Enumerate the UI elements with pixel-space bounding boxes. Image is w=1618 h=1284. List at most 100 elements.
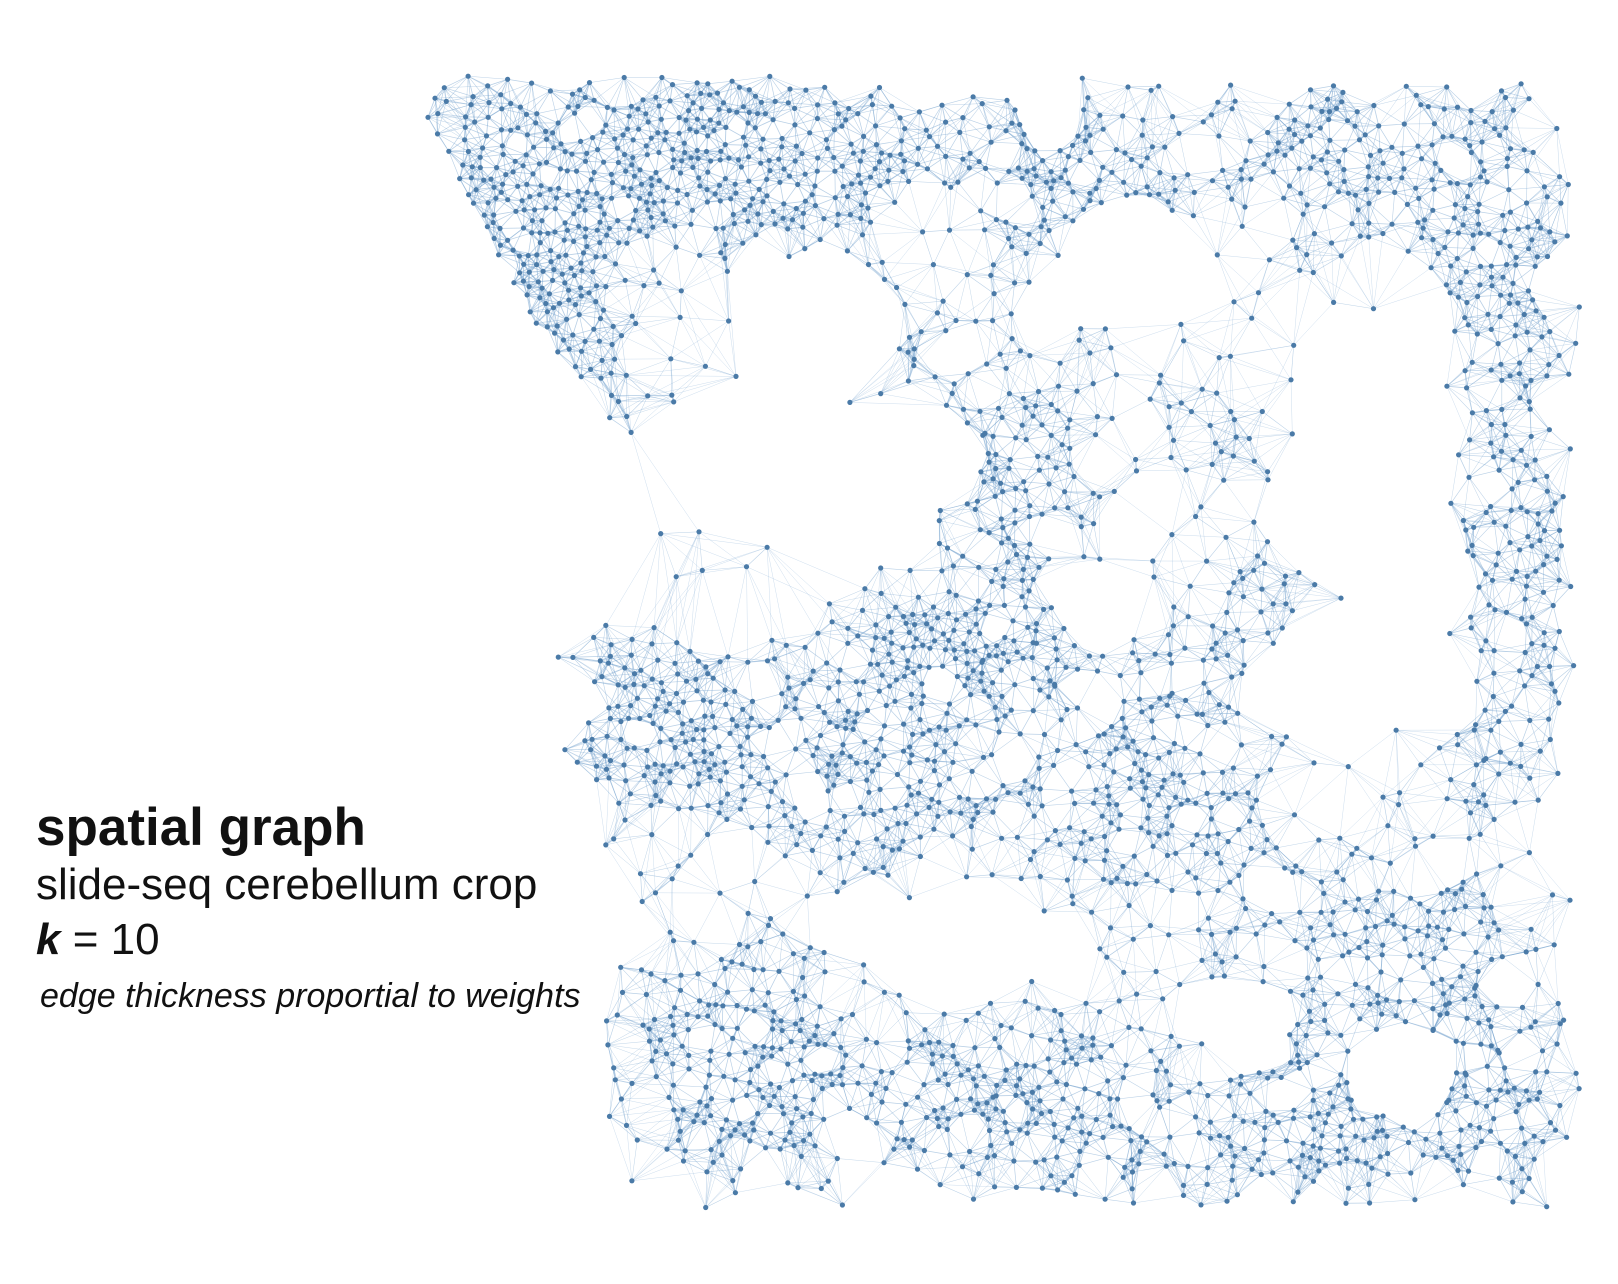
graph-edge	[513, 282, 528, 296]
graph-edge	[437, 121, 475, 135]
graph-edge	[1469, 439, 1502, 452]
graph-edge	[870, 96, 876, 126]
graph-edge	[1250, 132, 1268, 142]
graph-edge	[502, 127, 519, 147]
graph-edge	[679, 290, 682, 318]
graph-edge	[1242, 226, 1293, 241]
graph-edge	[805, 89, 818, 106]
graph-edge	[1417, 198, 1420, 223]
graph-edge	[632, 282, 660, 317]
graph-edge	[595, 286, 607, 302]
graph-edge	[635, 210, 652, 218]
graph-edge	[584, 209, 601, 223]
graph-edge	[564, 267, 572, 284]
graph-edge	[557, 112, 575, 124]
graph-edge	[557, 350, 582, 353]
graph-edge	[437, 133, 469, 152]
graph-edge	[1479, 204, 1511, 213]
graph-edge	[545, 189, 551, 208]
graph-edge	[847, 250, 883, 263]
graph-edge	[1491, 397, 1521, 425]
graph-edge	[633, 137, 652, 141]
graph-edge	[581, 344, 613, 352]
graph-edge	[590, 358, 615, 370]
graph-edge	[539, 297, 560, 304]
graph-edge	[566, 304, 576, 320]
graph-edge	[643, 269, 654, 286]
graph-edge	[1428, 86, 1447, 107]
graph-edge	[486, 129, 502, 137]
graph-edge	[472, 85, 488, 97]
graph-edge	[1241, 179, 1252, 227]
graph-edge	[573, 213, 587, 230]
graph-edge	[1378, 125, 1381, 151]
graph-edge	[564, 151, 586, 162]
graph-edge	[681, 290, 706, 367]
graph-edge	[1401, 123, 1405, 154]
graph-edge	[637, 96, 657, 110]
graph-edge	[879, 87, 920, 113]
graph-edge	[1234, 101, 1268, 133]
graph-edge	[448, 150, 464, 166]
graph-edge	[468, 194, 489, 204]
graph-edge	[1404, 86, 1407, 125]
graph-edge	[580, 286, 606, 289]
graph-edge	[528, 250, 551, 256]
graph-edge	[585, 160, 604, 163]
graph-edge	[609, 401, 674, 418]
graph-edge	[564, 236, 586, 241]
graph-edge	[1324, 193, 1349, 207]
graph-edge	[545, 303, 548, 327]
graph-edge	[997, 182, 1031, 185]
graph-edge	[611, 326, 614, 345]
graph-edge	[1391, 145, 1419, 148]
graph-edge	[575, 287, 582, 305]
graph-edge	[762, 139, 770, 161]
graph-edge	[643, 285, 681, 318]
graph-edge	[583, 242, 601, 254]
graph-edge	[1245, 160, 1274, 173]
graph-edge	[590, 369, 627, 376]
graph-edge	[468, 177, 472, 195]
graph-edge	[522, 147, 534, 166]
graph-edge	[568, 275, 575, 291]
graph-edge	[493, 210, 516, 216]
graph-edge	[670, 358, 706, 367]
graph-edge	[593, 328, 613, 345]
graph-edge	[1172, 114, 1212, 117]
graph-edge	[673, 376, 737, 403]
graph-edge	[527, 232, 533, 256]
graph-edge	[944, 156, 947, 184]
graph-edge	[472, 79, 508, 97]
graph-edge	[1526, 170, 1560, 177]
graph-edge	[1194, 170, 1223, 193]
graph-edge	[1343, 149, 1346, 170]
graph-edge	[1326, 151, 1328, 173]
graph-edge	[945, 132, 961, 157]
graph-edge	[1140, 166, 1150, 195]
graph-edge	[532, 173, 551, 190]
graph-edge	[605, 263, 616, 287]
graph-edge	[815, 205, 821, 240]
graph-edge	[494, 238, 520, 257]
graph-edge	[437, 116, 466, 135]
graph-edge	[553, 307, 555, 334]
graph-edge	[1032, 195, 1053, 202]
graph-edge	[517, 113, 538, 129]
graph-edge	[1513, 109, 1557, 129]
graph-edge	[1178, 133, 1188, 175]
graph-edge	[558, 168, 561, 189]
graph-edge	[812, 194, 836, 199]
graph-edge	[559, 151, 566, 170]
graph-edge	[639, 230, 654, 271]
graph-edge	[528, 286, 531, 312]
graph-edge	[1520, 83, 1557, 129]
graph-edge	[834, 170, 844, 187]
graph-edge	[1296, 214, 1304, 248]
graph-edge	[713, 130, 726, 145]
graph-edge	[532, 173, 541, 195]
graph-edge	[1391, 192, 1395, 225]
graph-edge	[580, 341, 586, 377]
graph-edge	[565, 151, 587, 154]
graph-edge	[1090, 129, 1104, 153]
